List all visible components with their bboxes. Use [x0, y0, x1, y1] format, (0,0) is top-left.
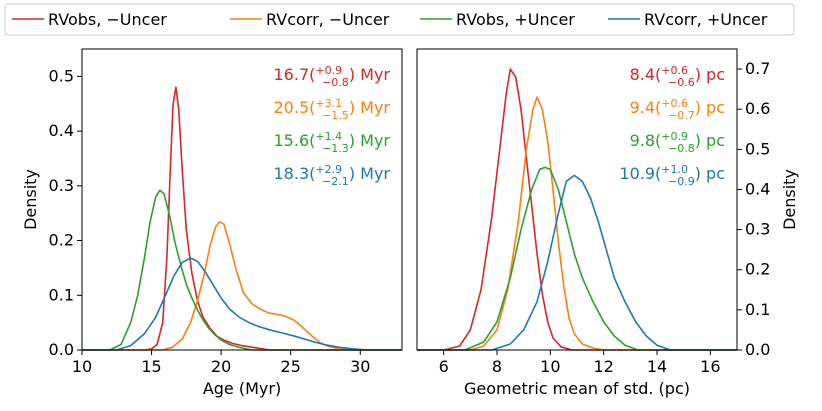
distance-std-density-panel: 6 8 10 12 14 16 0.0 0.1 0.2 0.3 0.4 0.5 0.6 0.7 Geomet…	[416, 48, 799, 398]
legend-label-rvobs-minus: RVobs, −Uncer	[48, 10, 167, 29]
annotation-plus-error: +1.4	[315, 130, 342, 143]
plot-frame	[81, 48, 403, 351]
series-line-rvcorr-uncer	[82, 257, 402, 351]
annotation-value: 18.3(	[274, 164, 316, 183]
series-line-rvobs-uncer	[417, 166, 737, 351]
annotation-plus-error: +3.1	[315, 97, 342, 110]
annotation-minus-error: −0.6	[668, 76, 695, 89]
series-line-rvcorr-uncer	[417, 174, 737, 351]
annotation-unit: ) Myr	[349, 164, 391, 183]
annotation-minus-error: −1.3	[322, 142, 349, 155]
y-tick-label: 0.1	[745, 300, 770, 319]
age-density-panel: 10 15 20 25 30 0.0 0.1 0.2 0.3 0.4 0.5 Age (Myr) Den…	[21, 48, 403, 398]
y-tick-label: 0.4	[49, 121, 74, 140]
y-tick-label: 0.7	[745, 59, 770, 78]
x-tick-label: 16	[700, 357, 720, 376]
y-tick-label: 0.6	[745, 99, 770, 118]
annotation-unit: ) Myr	[349, 98, 391, 117]
result-annotation: 15.6(+1.4 −1.3) Myr	[274, 130, 391, 155]
annotation-unit: ) pc	[695, 65, 725, 84]
x-tick-label: 14	[647, 357, 667, 376]
annotation-value: 15.6(	[274, 131, 316, 150]
result-annotation: 9.4(+0.6 −0.7) pc	[630, 97, 725, 122]
y-tick-label: 0.3	[745, 220, 770, 239]
annotation-unit: ) pc	[695, 131, 725, 150]
annotation-value: 16.7(	[274, 65, 316, 84]
annotation-minus-error: −0.7	[668, 109, 695, 122]
annotation-plus-error: +0.9	[661, 130, 688, 143]
y-tick-label: 0.0	[745, 340, 770, 359]
x-axis-label: Age (Myr)	[203, 379, 281, 398]
y-axis-label: Density	[21, 169, 40, 230]
legend-label-rvcorr-plus: RVcorr, +Uncer	[644, 10, 768, 29]
result-annotation: 10.9(+1.0 −0.9) pc	[619, 163, 725, 188]
annotation-plus-error: +0.9	[315, 64, 342, 77]
y-tick-label: 0.2	[745, 260, 770, 279]
annotation-minus-error: −0.9	[668, 175, 695, 188]
series-line-rvcorr-uncer	[417, 96, 737, 351]
x-tick-label: 30	[350, 357, 370, 376]
annotation-plus-error: +2.9	[315, 163, 342, 176]
y-tick-label: 0.4	[745, 179, 770, 198]
x-tick-label: 10	[540, 357, 560, 376]
annotation-minus-error: −0.8	[322, 76, 349, 89]
annotation-plus-error: +1.0	[661, 163, 688, 176]
y-tick-label: 0.5	[49, 66, 74, 85]
y-tick-label: 0.3	[49, 176, 74, 195]
series-line-rvobs-uncer	[82, 86, 402, 351]
annotation-plus-error: +0.6	[661, 97, 688, 110]
annotation-value: 10.9(	[619, 164, 661, 183]
legend-label-rvobs-plus: RVobs, +Uncer	[456, 10, 575, 29]
y-tick-label: 0.5	[745, 139, 770, 158]
x-tick-label: 12	[593, 357, 613, 376]
y-tick-label: 0.0	[49, 340, 74, 359]
legend-label-rvcorr-minus: RVcorr, −Uncer	[266, 10, 390, 29]
annotation-minus-error: −1.5	[322, 109, 349, 122]
x-tick-label: 10	[72, 357, 92, 376]
annotation-value: 9.4(	[630, 98, 662, 117]
x-tick-label: 6	[439, 357, 449, 376]
legend: RVobs, −Uncer RVcorr, −Uncer RVobs, +Unc…	[4, 3, 795, 36]
series-line-rvcorr-uncer	[82, 221, 402, 351]
annotation-minus-error: −2.1	[322, 175, 349, 188]
x-tick-label: 20	[211, 357, 231, 376]
x-tick-label: 25	[281, 357, 301, 376]
legend-frame	[4, 3, 795, 36]
result-annotation: 20.5(+3.1 −1.5) Myr	[274, 97, 391, 122]
annotation-plus-error: +0.6	[661, 64, 688, 77]
y-tick-label: 0.1	[49, 285, 74, 304]
plot-frame	[416, 48, 738, 351]
annotation-value: 9.8(	[630, 131, 662, 150]
x-axis-label: Geometric mean of std. (pc)	[464, 379, 690, 398]
series-line-rvobs-uncer	[417, 68, 737, 351]
x-tick-label: 15	[141, 357, 161, 376]
y-tick-label: 0.2	[49, 231, 74, 250]
result-annotation: 18.3(+2.9 −2.1) Myr	[274, 163, 391, 188]
x-tick-label: 8	[492, 357, 502, 376]
annotation-unit: ) Myr	[349, 65, 391, 84]
annotation-unit: ) pc	[695, 164, 725, 183]
y-axis-label: Density	[780, 169, 799, 230]
annotation-value: 20.5(	[274, 98, 316, 117]
annotation-minus-error: −0.8	[668, 142, 695, 155]
result-annotation: 8.4(+0.6 −0.6) pc	[630, 64, 725, 89]
result-annotation: 9.8(+0.9 −0.8) pc	[630, 130, 725, 155]
series-line-rvobs-uncer	[82, 189, 402, 351]
annotation-unit: ) pc	[695, 98, 725, 117]
annotation-unit: ) Myr	[349, 131, 391, 150]
annotation-value: 8.4(	[630, 65, 662, 84]
result-annotation: 16.7(+0.9 −0.8) Myr	[274, 64, 391, 89]
